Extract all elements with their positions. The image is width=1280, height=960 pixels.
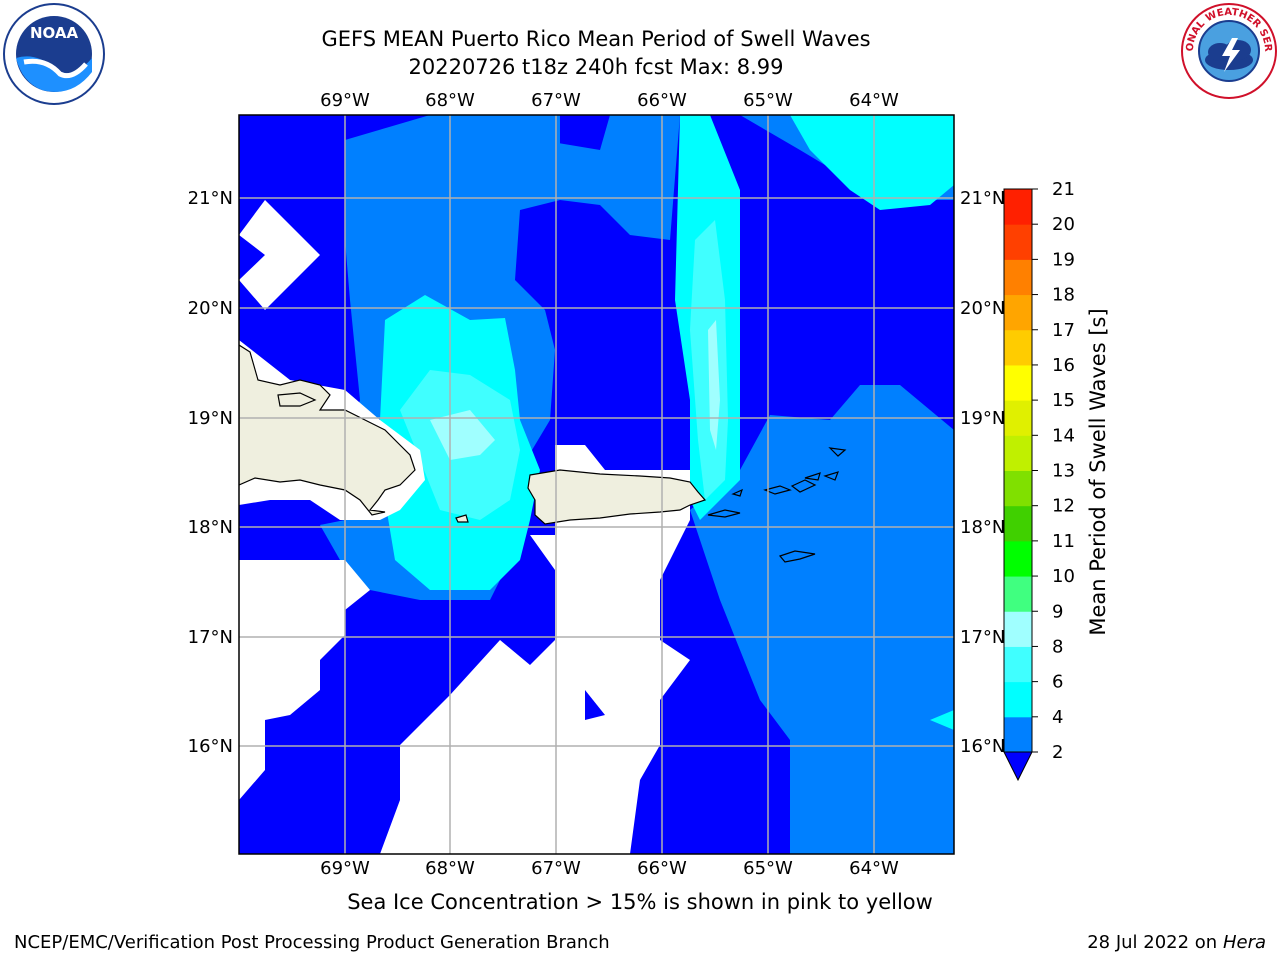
lat-labels-left: 21°N 20°N 19°N 18°N 17°N 16°N — [188, 188, 233, 757]
colorbar-tick-label: 16 — [1052, 355, 1075, 376]
colorbar-segment — [1004, 470, 1032, 507]
lon-label: 66°W — [637, 90, 687, 111]
footer-right: 28 Jul 2022 on Hera — [1087, 932, 1266, 953]
lon-labels-bottom: 69°W 68°W 67°W 66°W 65°W 64°W — [320, 858, 899, 879]
colorbar-segment — [1004, 611, 1032, 647]
noaa-logo: NOAA — [3, 3, 105, 105]
colorbar-extend-triangle — [1003, 751, 1033, 782]
lon-label: 65°W — [743, 858, 793, 879]
no-data-south-center — [380, 445, 690, 854]
colorbar-tick-label: 13 — [1052, 461, 1075, 482]
land-vieques — [707, 509, 741, 518]
sea-ice-caption: Sea Ice Concentration > 15% is shown in … — [347, 890, 933, 914]
colorbar-tick-label: 18 — [1052, 285, 1075, 306]
lat-label: 21°N — [188, 188, 233, 209]
colorbar-tick-label: 2 — [1052, 742, 1063, 763]
lon-labels-top: 69°W 68°W 67°W 66°W 65°W 64°W — [320, 90, 899, 111]
lon-label: 68°W — [425, 858, 475, 879]
colorbar-tick-label: 20 — [1052, 214, 1075, 235]
colorbar-segment — [1004, 540, 1032, 577]
land-st-croix — [778, 550, 816, 563]
colorbar-tick-label: 9 — [1052, 601, 1063, 622]
colorbar-tick-label: 14 — [1052, 425, 1075, 446]
colorbar-tick-label: 11 — [1052, 531, 1075, 552]
map-frame — [238, 114, 955, 855]
lon-label: 65°W — [743, 90, 793, 111]
land-puerto-rico — [527, 469, 707, 525]
lat-label: 16°N — [960, 736, 1005, 757]
footer-host: Hera — [1222, 932, 1266, 953]
colorbar-segment — [1004, 716, 1032, 753]
lon-label: 67°W — [531, 90, 581, 111]
lon-label: 67°W — [531, 858, 581, 879]
colorbar-tick-label: 8 — [1052, 636, 1063, 657]
map-title-line1: GEFS MEAN Puerto Rico Mean Period of Swe… — [321, 27, 871, 51]
no-data-north-west — [239, 200, 320, 310]
land-hispaniola-cape — [277, 392, 317, 407]
footer-date: 28 Jul 2022 on — [1087, 932, 1223, 953]
lat-label: 16°N — [188, 736, 233, 757]
land-culebra — [731, 488, 743, 497]
lon-label: 64°W — [849, 858, 899, 879]
lon-label: 69°W — [320, 858, 370, 879]
lat-label: 17°N — [960, 627, 1005, 648]
band-6-7-patch — [930, 710, 954, 730]
lat-label: 17°N — [188, 627, 233, 648]
colorbar-tick-label: 4 — [1052, 707, 1063, 728]
colorbar-label: Mean Period of Swell Waves [s] — [1086, 308, 1110, 635]
colorbar-tick-label: 19 — [1052, 249, 1075, 270]
colorbar-tick-label: 12 — [1052, 496, 1075, 517]
land-mona-island — [455, 514, 469, 523]
band-low-pocket — [585, 690, 605, 720]
colorbar-segment — [1004, 364, 1032, 401]
colorbar: 2 4 6 8 9 10 11 12 13 14 15 16 17 18 19 20 21 — [1003, 179, 1075, 782]
lat-label: 18°N — [188, 517, 233, 538]
colorbar-tick-label: 10 — [1052, 566, 1075, 587]
colorbar-segment — [1004, 435, 1032, 471]
lat-label: 19°N — [960, 408, 1005, 429]
colorbar-segment — [1004, 400, 1032, 436]
colorbar-segment — [1004, 294, 1032, 331]
map-title-line2: 20220726 t18z 240h fcst Max: 8.99 — [408, 55, 784, 79]
land-virgin-islands — [763, 447, 847, 495]
colorbar-segment — [1004, 329, 1032, 366]
land-hispaniola — [239, 344, 416, 516]
lat-label: 20°N — [960, 298, 1005, 319]
colorbar-tick-label: 15 — [1052, 390, 1075, 411]
band-4-6-north — [540, 115, 680, 240]
lat-label: 18°N — [960, 517, 1005, 538]
colorbar-segment — [1004, 189, 1032, 225]
map-gridlines — [239, 115, 954, 854]
lon-label: 64°W — [849, 90, 899, 111]
map-plot-area — [239, 115, 954, 854]
lat-labels-right: 21°N 20°N 19°N 18°N 17°N 16°N — [960, 188, 1005, 757]
colorbar-segment — [1004, 576, 1032, 612]
band-4-6-patch2 — [320, 520, 380, 540]
lat-label: 20°N — [188, 298, 233, 319]
lat-label: 19°N — [188, 408, 233, 429]
lat-label: 21°N — [960, 188, 1005, 209]
band-4-6-east — [690, 385, 954, 854]
band-8-9-west — [430, 410, 495, 460]
colorbar-segment — [1004, 681, 1032, 718]
lon-label: 68°W — [425, 90, 475, 111]
nws-logo: NATIONAL WEATHER SERVICE — [1180, 2, 1277, 99]
svg-text:NOAA: NOAA — [30, 24, 79, 42]
colorbar-tick-label: 21 — [1052, 179, 1075, 200]
band-4-6-patch — [870, 520, 910, 570]
colorbar-tick-label: 6 — [1052, 672, 1063, 693]
no-data-south — [239, 560, 370, 800]
colorbar-segment — [1004, 646, 1032, 683]
footer-left: NCEP/EMC/Verification Post Processing Pr… — [14, 932, 610, 953]
lon-label: 69°W — [320, 90, 370, 111]
colorbar-segment — [1004, 224, 1032, 260]
lon-label: 66°W — [637, 858, 687, 879]
colorbar-tick-label: 17 — [1052, 320, 1075, 341]
colorbar-segment — [1004, 259, 1032, 296]
band-6-7-northeast — [790, 115, 954, 210]
colorbar-segment — [1004, 505, 1032, 542]
